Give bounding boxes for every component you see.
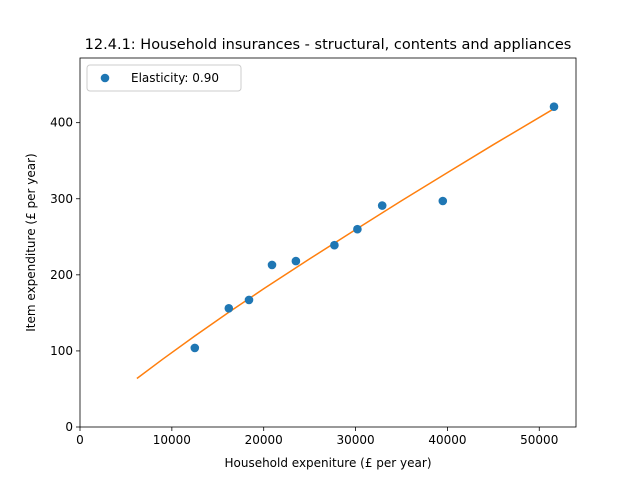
data-point bbox=[353, 224, 362, 234]
data-point bbox=[190, 343, 200, 353]
y-tick-label: 300 bbox=[50, 192, 73, 206]
x-tick-label: 0 bbox=[76, 433, 84, 447]
data-point bbox=[224, 304, 234, 313]
data-point bbox=[377, 201, 387, 210]
x-tick-label: 50000 bbox=[520, 433, 558, 447]
plot-area: 0 10000 20000 30000 40000 50000 0 100 200 300 400 E… bbox=[50, 57, 577, 447]
axes-frame bbox=[79, 57, 577, 428]
data-point bbox=[438, 196, 448, 206]
y-tick-label: 200 bbox=[50, 268, 73, 282]
data-point bbox=[549, 102, 559, 111]
legend-marker bbox=[100, 73, 110, 83]
y-axis-label: Item expenditure (£ per year) bbox=[24, 153, 38, 331]
chart-title: 12.4.1: Household insurances - structura… bbox=[85, 37, 572, 53]
y-tick-label: 400 bbox=[50, 116, 73, 130]
y-tick-label: 100 bbox=[50, 344, 73, 358]
legend: Elasticity: 0.90 bbox=[86, 64, 242, 92]
data-point bbox=[267, 260, 277, 270]
data-point bbox=[244, 295, 254, 305]
x-tick-label: 10000 bbox=[153, 433, 191, 447]
data-point bbox=[330, 240, 339, 250]
x-tick-label: 30000 bbox=[336, 433, 374, 447]
x-axis-label: Household expeniture (£ per year) bbox=[224, 456, 431, 470]
x-tick-label: 40000 bbox=[428, 433, 466, 447]
data-point bbox=[291, 256, 301, 266]
fit-line bbox=[136, 108, 555, 380]
legend-box bbox=[86, 64, 242, 92]
y-tick-label: 0 bbox=[65, 420, 73, 434]
x-tick-label: 20000 bbox=[245, 433, 283, 447]
legend-label: Elasticity: 0.90 bbox=[131, 71, 219, 85]
